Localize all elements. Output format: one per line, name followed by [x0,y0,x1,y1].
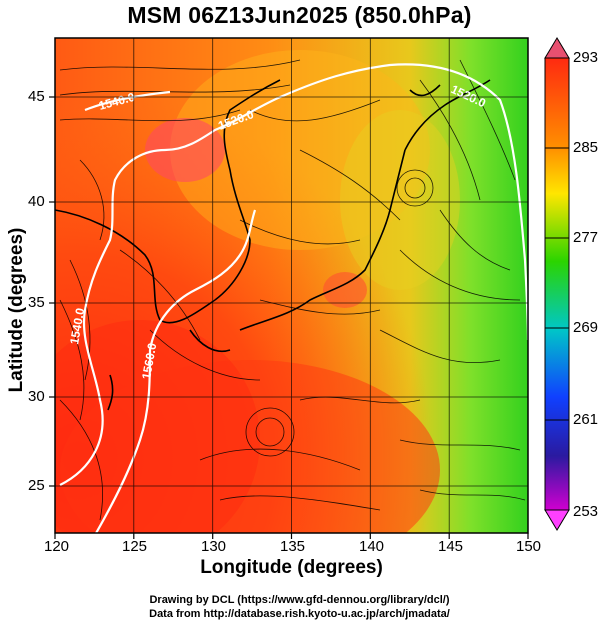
height-contours [59,63,528,533]
colorbar-bottom-arrow [544,509,570,531]
credit-data: Data from http://database.rish.kyoto-u.a… [149,608,450,620]
y-tick-label: 45 [28,88,45,105]
contour-label: 1540.0 [67,307,87,346]
x-tick-label: 135 [280,538,306,555]
colorbar-tick-label: 253 [573,503,599,520]
y-axis-label-box: Latitude (degrees) [2,200,32,420]
colorbar-tick-label: 261 [573,411,599,428]
streamlines [59,59,526,521]
colorbar-tick-label: 269 [573,319,599,336]
colorbar-tick-label: 285 [573,139,599,156]
x-tick-label: 120 [44,538,70,555]
colorbar-tick-label: 277 [573,229,599,246]
y-tick-label: 40 [28,193,45,210]
plot-title: MSM 06Z13Jun2025 (850.0hPa) [127,2,472,28]
coastlines [55,79,491,411]
credit-drawing: Drawing by DCL (https://www.gfd-dennou.o… [149,594,450,606]
x-tick-label: 140 [359,538,385,555]
grid-lines [55,38,528,533]
x-axis-label: Longitude (degrees) [200,557,383,578]
contour-label: 1560.0 [139,342,159,381]
y-axis-label: Latitude (degrees) [6,227,27,393]
colorbar [544,37,570,531]
x-tick-label: 130 [201,538,227,555]
colorbar-tick-label: 293 [573,49,599,66]
colorbar-gradient [544,57,570,511]
x-tick-label: 150 [516,538,542,555]
x-tick-label: 145 [438,538,464,555]
y-tick-label: 30 [28,388,45,405]
y-tick-label: 35 [28,294,45,311]
x-tick-label: 125 [122,538,148,555]
axis-ticks [49,96,529,539]
colorbar-top-arrow [544,37,570,59]
y-tick-label: 25 [28,477,45,494]
